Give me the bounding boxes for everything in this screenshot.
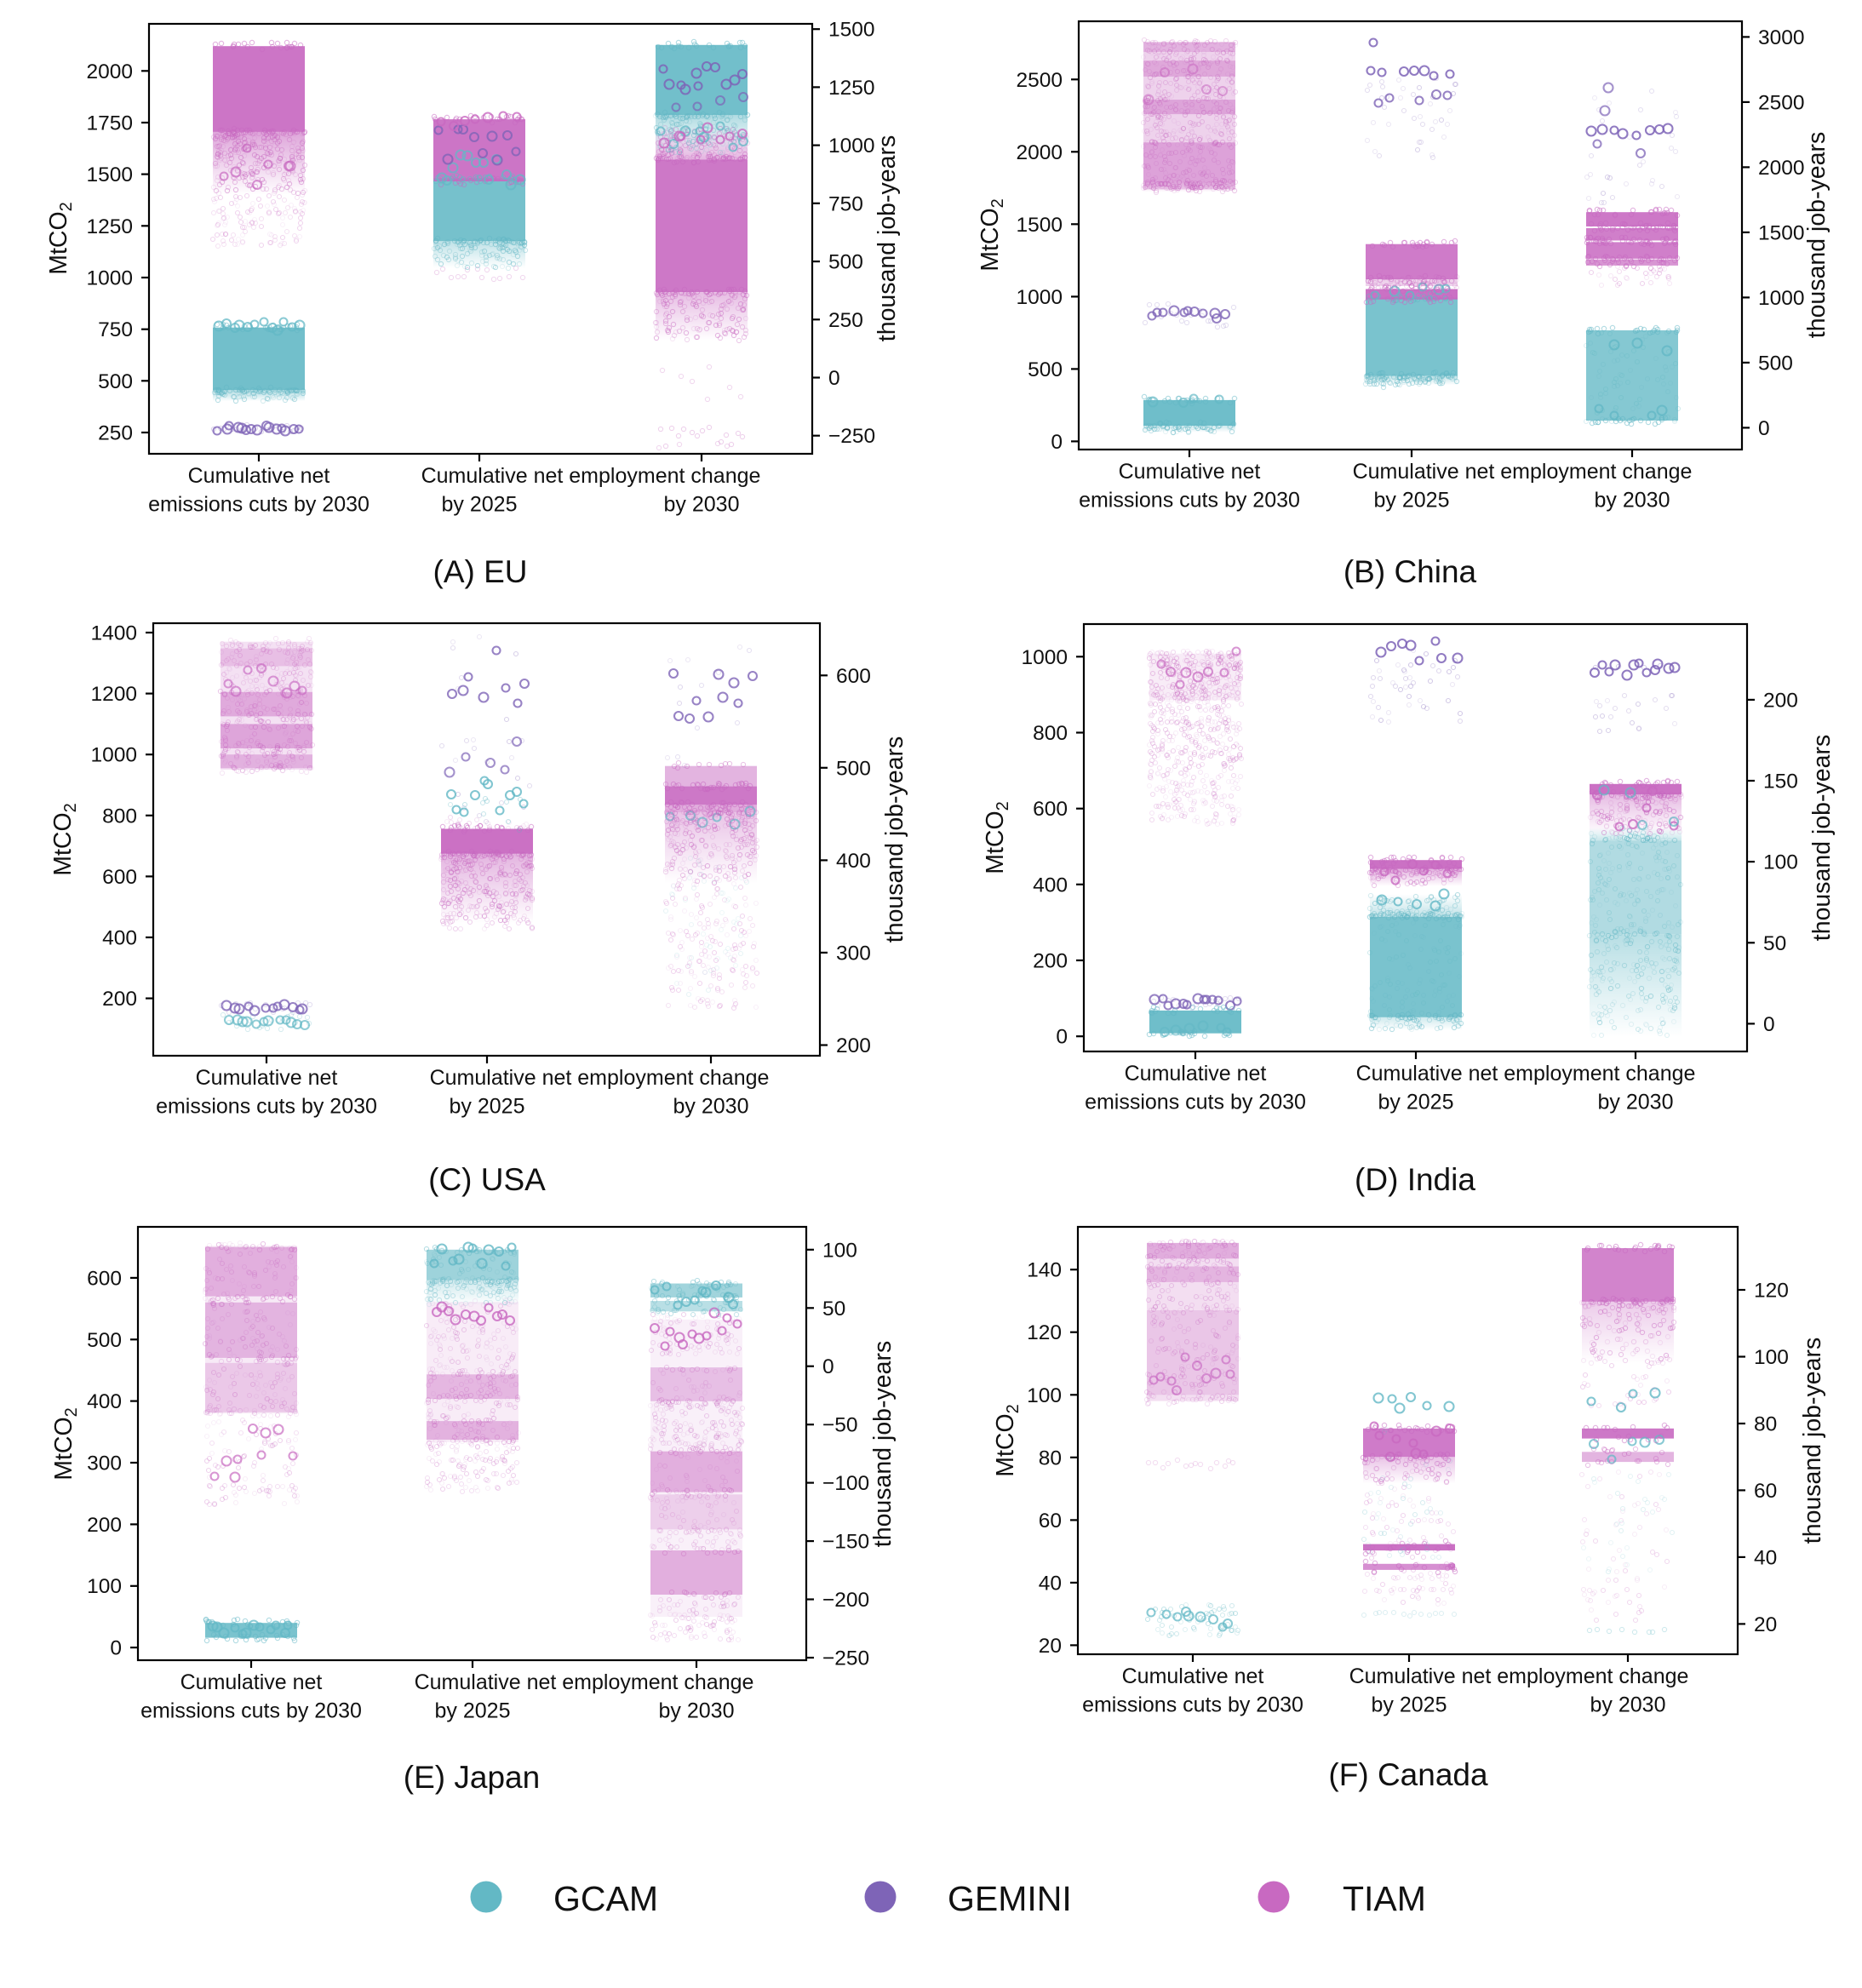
- svg-text:1500: 1500: [1016, 214, 1063, 237]
- svg-text:Cumulative net: Cumulative net: [196, 1066, 338, 1090]
- svg-text:thousand job-years: thousand job-years: [874, 135, 901, 341]
- svg-text:emissions cuts by 2030: emissions cuts by 2030: [148, 493, 370, 517]
- svg-text:250: 250: [98, 422, 133, 445]
- svg-text:Cumulative net employment chan: Cumulative net employment change: [430, 1066, 770, 1090]
- svg-text:1000: 1000: [90, 744, 137, 767]
- svg-text:400: 400: [102, 927, 137, 950]
- svg-text:0: 0: [828, 367, 840, 390]
- svg-text:1250: 1250: [828, 77, 875, 100]
- svg-text:3000: 3000: [1758, 26, 1805, 49]
- svg-text:2500: 2500: [1758, 91, 1805, 114]
- svg-text:600: 600: [836, 665, 871, 688]
- svg-text:by 2030: by 2030: [664, 493, 740, 517]
- svg-text:−250: −250: [828, 425, 875, 448]
- svg-text:Cumulative net: Cumulative net: [1119, 460, 1261, 484]
- svg-text:emissions cuts by 2030: emissions cuts by 2030: [1079, 489, 1300, 513]
- svg-text:1500: 1500: [828, 19, 875, 42]
- svg-text:500: 500: [836, 757, 871, 780]
- svg-text:MtCO2: MtCO2: [45, 202, 76, 275]
- svg-text:500: 500: [1028, 358, 1063, 381]
- svg-text:1000: 1000: [86, 267, 133, 290]
- svg-text:750: 750: [98, 318, 133, 341]
- svg-text:1000: 1000: [1016, 286, 1063, 309]
- svg-text:MtCO2: MtCO2: [49, 803, 80, 876]
- svg-text:by 2030: by 2030: [1595, 489, 1670, 513]
- svg-text:1000: 1000: [828, 135, 875, 158]
- svg-text:Cumulative net employment chan: Cumulative net employment change: [421, 464, 761, 488]
- svg-text:500: 500: [828, 251, 863, 274]
- svg-text:Cumulative net employment chan: Cumulative net employment change: [1353, 460, 1693, 484]
- svg-text:thousand job-years: thousand job-years: [881, 736, 908, 942]
- svg-text:1500: 1500: [1758, 221, 1805, 244]
- svg-text:thousand job-years: thousand job-years: [1803, 132, 1830, 338]
- svg-text:500: 500: [1758, 352, 1793, 375]
- svg-text:1400: 1400: [90, 622, 137, 645]
- svg-text:500: 500: [98, 370, 133, 393]
- svg-text:(A) EU: (A) EU: [433, 554, 528, 589]
- svg-text:2500: 2500: [1016, 69, 1063, 92]
- svg-text:1250: 1250: [86, 215, 133, 238]
- svg-text:by 2025: by 2025: [442, 493, 518, 517]
- svg-text:1500: 1500: [86, 163, 133, 186]
- svg-text:0: 0: [1758, 417, 1770, 440]
- svg-text:2000: 2000: [86, 60, 133, 83]
- svg-text:1000: 1000: [1758, 287, 1805, 310]
- svg-text:(B) China: (B) China: [1344, 554, 1477, 589]
- svg-text:200: 200: [102, 988, 137, 1011]
- svg-text:MtCO2: MtCO2: [977, 198, 1007, 272]
- svg-text:0: 0: [1051, 431, 1063, 454]
- svg-text:400: 400: [836, 850, 871, 873]
- svg-text:Cumulative net: Cumulative net: [188, 464, 330, 488]
- svg-text:1750: 1750: [86, 112, 133, 135]
- svg-text:300: 300: [836, 942, 871, 965]
- svg-text:2000: 2000: [1758, 157, 1805, 180]
- svg-text:200: 200: [836, 1034, 871, 1057]
- svg-text:emissions cuts by 2030: emissions cuts by 2030: [156, 1095, 377, 1119]
- svg-text:by 2030: by 2030: [673, 1095, 749, 1119]
- svg-text:2000: 2000: [1016, 141, 1063, 164]
- svg-text:750: 750: [828, 192, 863, 215]
- svg-text:250: 250: [828, 309, 863, 332]
- svg-text:1200: 1200: [90, 683, 137, 706]
- svg-text:by 2025: by 2025: [1374, 489, 1450, 513]
- svg-text:by 2025: by 2025: [450, 1095, 525, 1119]
- svg-text:(C) USA: (C) USA: [428, 1162, 546, 1197]
- svg-text:800: 800: [102, 805, 137, 828]
- svg-text:600: 600: [102, 866, 137, 889]
